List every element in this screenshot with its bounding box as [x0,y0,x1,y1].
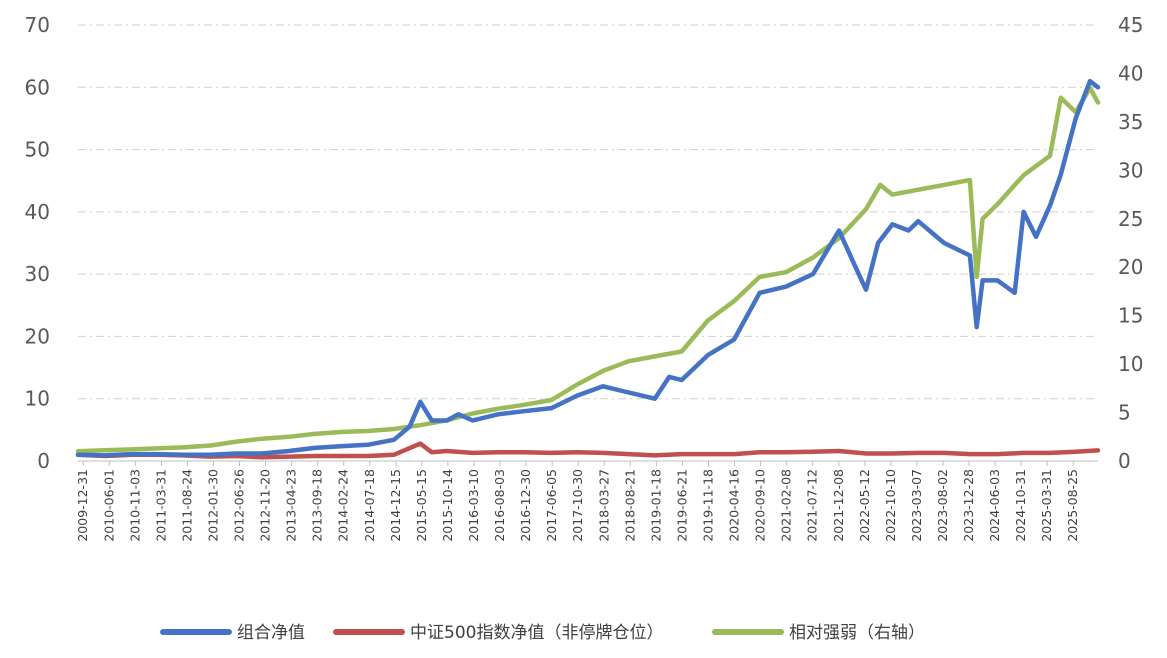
y-left-tick-label: 0 [37,449,50,473]
x-tick-label: 2023-03-07 [909,469,924,542]
y-left-tick-label: 70 [25,13,50,37]
x-tick-label: 2019-01-18 [648,469,663,542]
x-tick-label: 2022-05-12 [857,469,872,542]
y-left-tick-label: 10 [25,387,50,411]
x-tick-label: 2010-11-03 [127,469,142,542]
x-tick-label: 2019-11-18 [700,469,715,542]
x-tick-label: 2025-08-25 [1065,469,1080,542]
x-tick-label: 2012-01-30 [205,469,220,542]
x-tick-label: 2020-09-10 [753,469,768,542]
y-left-tick-label: 20 [25,324,50,348]
x-tick-label: 2019-06-21 [674,469,689,542]
x-tick-label: 2024-06-03 [987,469,1002,542]
x-tick-label: 2018-03-27 [596,469,611,542]
x-tick-label: 2016-12-30 [518,469,533,542]
x-tick-label: 2018-08-21 [622,469,637,542]
x-tick-label: 2025-03-31 [1039,469,1054,542]
x-tick-label: 2013-04-23 [284,469,299,542]
x-tick-label: 2023-12-28 [961,469,976,542]
y-axis-right: 0 5 10 15 20 25 30 35 40 45 [1118,13,1143,473]
y-right-tick-label: 10 [1118,352,1143,376]
y-right-tick-label: 20 [1118,255,1143,279]
x-tick-label: 2022-10-10 [883,469,898,542]
x-tick-label: 2015-10-14 [440,469,455,542]
series-line-2 [75,441,1101,460]
x-tick-label: 2012-06-26 [232,469,247,542]
x-tick-label: 2010-06-01 [101,469,116,542]
x-tick-label: 2014-07-18 [362,469,377,542]
x-tick-label: 2011-08-24 [179,469,194,542]
y-right-tick-label: 5 [1118,401,1131,425]
x-tick-label: 2014-12-15 [388,469,403,542]
gridlines [78,24,1098,400]
y-right-tick-label: 40 [1118,61,1143,85]
legend-label: 中证500指数净值（非停牌仓位） [410,623,663,643]
x-tick-label: 2011-03-31 [153,469,168,542]
x-axis: 2009-12-31 2010-06-01 2010-11-03 2011-03-31… [75,460,1098,542]
x-tick-label: 2024-10-31 [1013,469,1028,542]
x-tick-label: 2012-11-20 [258,469,273,542]
x-tick-label: 2016-03-10 [466,469,481,542]
y-right-tick-label: 30 [1118,158,1143,182]
x-tick-label: 2009-12-31 [75,469,90,542]
x-tick-label: 2021-12-08 [831,469,846,542]
x-tick-label: 2017-06-05 [544,469,559,542]
y-right-tick-label: 35 [1118,110,1143,134]
x-tick-label: 2021-02-08 [779,469,794,542]
x-tick-label: 2017-10-30 [570,469,585,542]
legend-label: 组合净值 [237,623,305,643]
x-tick-label: 2021-07-12 [805,469,820,542]
x-tick-label: 2014-02-24 [336,469,351,542]
y-right-tick-label: 25 [1118,207,1143,231]
y-left-tick-label: 60 [25,75,50,99]
legend: 组合净值 中证500指数净值（非停牌仓位） 相对强弱（右轴） [160,623,925,643]
x-tick-label: 2016-08-03 [492,469,507,542]
y-left-tick-label: 30 [25,262,50,286]
x-tick-label: 2023-08-02 [935,469,950,542]
y-right-tick-label: 0 [1118,449,1131,473]
y-right-tick-label: 45 [1118,13,1143,37]
y-axis-left: 0 10 20 30 40 50 60 70 [25,13,50,473]
x-tick-label: 2013-09-18 [310,469,325,542]
x-tick-label: 2020-04-16 [727,469,742,542]
y-left-tick-label: 40 [25,200,50,224]
y-right-tick-label: 15 [1118,304,1143,328]
x-tick-label: 2015-05-15 [414,469,429,542]
series-line-3 [75,85,1101,454]
legend-label: 相对强弱（右轴） [789,623,925,643]
series-line-1 [75,78,1101,458]
series-lines [75,78,1101,460]
y-left-tick-label: 50 [25,138,50,162]
